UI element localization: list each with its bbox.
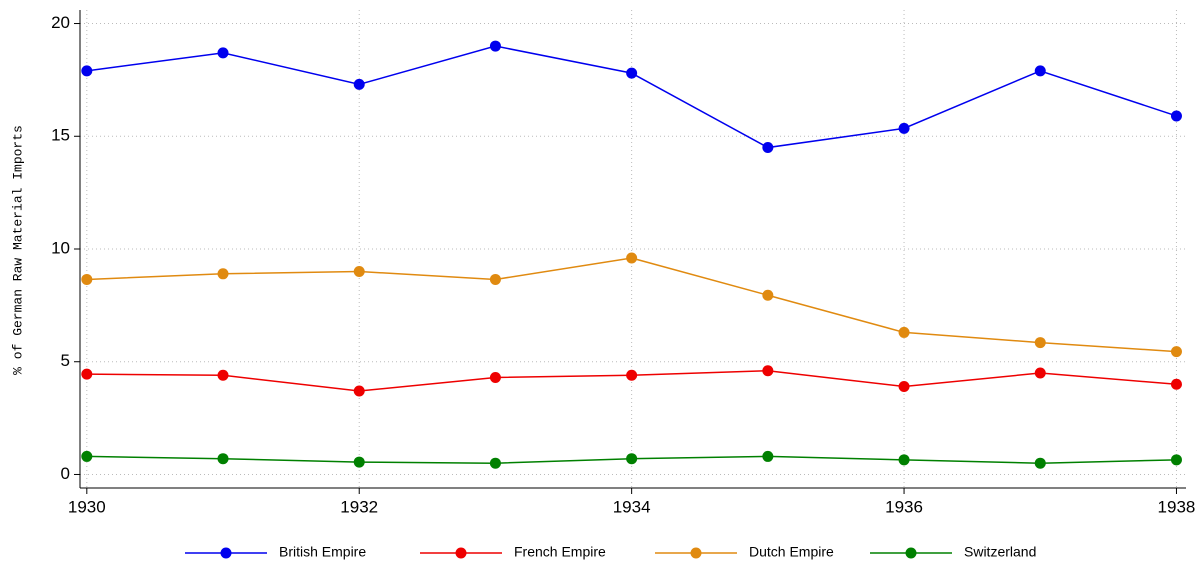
point bbox=[1034, 457, 1046, 469]
point bbox=[762, 450, 774, 462]
point bbox=[626, 369, 638, 381]
legend-label: British Empire bbox=[279, 544, 366, 560]
legend-label: French Empire bbox=[514, 544, 606, 560]
point bbox=[898, 381, 910, 393]
point bbox=[353, 78, 365, 90]
legend-label: Dutch Empire bbox=[749, 544, 834, 560]
y-tick-label: 15 bbox=[51, 126, 70, 145]
point bbox=[626, 252, 638, 264]
legend-marker bbox=[905, 547, 917, 559]
y-axis-label: % of German Raw Material Imports bbox=[10, 125, 25, 375]
point bbox=[1034, 65, 1046, 77]
point bbox=[217, 369, 229, 381]
point bbox=[353, 456, 365, 468]
point bbox=[898, 326, 910, 338]
series-line bbox=[86, 257, 1177, 353]
series-line bbox=[86, 45, 1177, 149]
point bbox=[81, 368, 93, 380]
legend-marker bbox=[690, 547, 702, 559]
x-tick-label: 1938 bbox=[1158, 497, 1196, 516]
point bbox=[81, 65, 93, 77]
x-tick-label: 1930 bbox=[68, 497, 106, 516]
point bbox=[81, 273, 93, 285]
point bbox=[762, 365, 774, 377]
point bbox=[489, 40, 501, 52]
point bbox=[898, 454, 910, 466]
point bbox=[489, 273, 501, 285]
x-tick-label: 1934 bbox=[613, 497, 651, 516]
point bbox=[217, 453, 229, 465]
point bbox=[1034, 337, 1046, 349]
point bbox=[762, 289, 774, 301]
legend-label: Switzerland bbox=[964, 544, 1036, 560]
point bbox=[217, 47, 229, 59]
point bbox=[353, 266, 365, 278]
point bbox=[1034, 367, 1046, 379]
x-tick-label: 1936 bbox=[885, 497, 923, 516]
point bbox=[898, 122, 910, 134]
point bbox=[1170, 378, 1182, 390]
y-tick-label: 20 bbox=[51, 13, 70, 32]
x-tick-label: 1932 bbox=[340, 497, 378, 516]
point bbox=[81, 450, 93, 462]
legend-marker bbox=[220, 547, 232, 559]
point bbox=[626, 453, 638, 465]
point bbox=[1170, 346, 1182, 358]
point bbox=[626, 67, 638, 79]
legend-marker bbox=[455, 547, 467, 559]
point bbox=[1170, 454, 1182, 466]
point bbox=[489, 372, 501, 384]
point bbox=[489, 457, 501, 469]
point bbox=[217, 268, 229, 280]
point bbox=[353, 385, 365, 397]
y-tick-label: 0 bbox=[61, 464, 70, 483]
y-tick-label: 5 bbox=[61, 351, 70, 370]
point bbox=[762, 142, 774, 154]
point bbox=[1170, 110, 1182, 122]
y-tick-label: 10 bbox=[51, 238, 70, 257]
